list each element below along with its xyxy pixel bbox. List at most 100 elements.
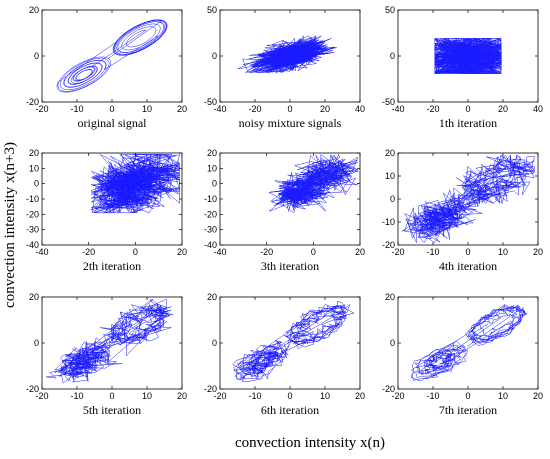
x-tick-label: -20 — [213, 391, 226, 401]
x-tick-label: -10 — [426, 247, 439, 257]
x-tick-label: 10 — [498, 247, 508, 257]
x-tick-label: -20 — [260, 247, 273, 257]
subplot-title: 7th iteration — [439, 403, 497, 417]
x-tick-label: 20 — [355, 391, 365, 401]
x-tick-label: 10 — [320, 391, 330, 401]
series-trajectory — [56, 19, 168, 93]
subplot-9: -20 -10 0 10 20 -20 0 20 7th iteration — [382, 292, 543, 417]
x-tick-label: 0 — [133, 247, 138, 257]
x-tick-label: 20 — [498, 104, 508, 114]
y-tick-label: -40 — [26, 240, 39, 250]
x-tick-label: 40 — [355, 104, 365, 114]
subplot-7: -20 -10 0 10 20 -20 0 20 5th iteration — [26, 292, 187, 417]
x-tick-label: -20 — [391, 391, 404, 401]
x-tick-label: -10 — [248, 391, 261, 401]
y-tick-label: -20 — [204, 384, 217, 394]
series-trajectory — [45, 298, 174, 384]
y-tick-label: -10 — [26, 194, 39, 204]
subplot-6: -20 -10 0 10 20 -20 -10 0 10 20 4th iteration — [382, 148, 543, 273]
x-tick-label: -40 — [213, 104, 226, 114]
subplot-grid: -20 -10 0 10 20 -20 0 20 original signal -40 -20 0 2… — [26, 5, 543, 417]
x-axis-label: convection intensity x(n) — [235, 435, 385, 451]
subplot-5: -40 -20 0 20 -40 -30 -20 -10 0 10 20 3th iteration — [204, 148, 365, 273]
series-trajectory — [410, 303, 528, 381]
x-tick-label: 10 — [142, 391, 152, 401]
y-tick-label: 20 — [207, 148, 217, 158]
y-tick-label: 20 — [207, 292, 217, 302]
y-tick-label: 0 — [212, 179, 217, 189]
x-tick-label: -40 — [35, 247, 48, 257]
subplot-title: 4th iteration — [439, 259, 497, 273]
y-tick-label: -50 — [382, 97, 395, 107]
y-tick-label: -20 — [26, 384, 39, 394]
y-tick-label: 50 — [385, 5, 395, 15]
x-tick-label: 0 — [287, 391, 292, 401]
y-tick-label: -30 — [26, 225, 39, 235]
subplot-title: 2th iteration — [83, 259, 141, 273]
y-tick-label: -20 — [26, 209, 39, 219]
x-tick-label: -20 — [391, 247, 404, 257]
series-trajectory — [268, 153, 359, 214]
y-tick-label: 10 — [207, 163, 217, 173]
x-tick-label: 20 — [533, 247, 543, 257]
y-axis-label: convection intensity x(n+3) — [2, 142, 18, 308]
series-trajectory — [401, 154, 535, 244]
subplot-1: -20 -10 0 10 20 -20 0 20 original signal — [26, 5, 187, 130]
y-tick-label: 0 — [34, 338, 39, 348]
subplot-title: noisy mixture signals — [239, 116, 342, 130]
subplot-2: -40 -20 0 20 40 -50 0 50 noisy mixture signals — [204, 5, 365, 130]
y-tick-label: 20 — [385, 148, 395, 158]
x-tick-label: 0 — [311, 247, 316, 257]
x-tick-label: 20 — [355, 247, 365, 257]
y-tick-label: 0 — [34, 179, 39, 189]
x-tick-label: 20 — [177, 247, 187, 257]
y-tick-label: -30 — [204, 225, 217, 235]
y-tick-label: 0 — [390, 194, 395, 204]
x-tick-label: 20 — [533, 391, 543, 401]
x-tick-label: -10 — [70, 104, 83, 114]
subplot-title: 5th iteration — [83, 403, 141, 417]
x-tick-label: 0 — [465, 391, 470, 401]
subplot-title: 6th iteration — [261, 403, 319, 417]
x-tick-label: 0 — [109, 391, 114, 401]
x-tick-label: 20 — [177, 104, 187, 114]
y-tick-label: 20 — [29, 5, 39, 15]
subplot-3: -40 -20 0 20 40 -50 0 50 1th iteration — [382, 5, 543, 130]
y-tick-label: -10 — [204, 194, 217, 204]
y-tick-label: -10 — [382, 217, 395, 227]
x-tick-label: -20 — [35, 104, 48, 114]
y-tick-label: -20 — [26, 97, 39, 107]
series-trajectory — [237, 35, 337, 74]
y-tick-label: -50 — [204, 97, 217, 107]
x-tick-label: -10 — [426, 391, 439, 401]
y-tick-label: 0 — [390, 338, 395, 348]
x-tick-label: 20 — [320, 104, 330, 114]
x-tick-label: -40 — [213, 247, 226, 257]
series-trajectory — [90, 154, 181, 214]
subplot-title: 1th iteration — [439, 116, 497, 130]
series-trajectory — [433, 37, 503, 75]
x-tick-label: -20 — [82, 247, 95, 257]
y-tick-label: 20 — [29, 292, 39, 302]
y-tick-label: 0 — [390, 51, 395, 61]
y-tick-label: -20 — [382, 240, 395, 250]
x-tick-label: 10 — [498, 391, 508, 401]
x-tick-label: -40 — [391, 104, 404, 114]
x-tick-label: -20 — [426, 104, 439, 114]
y-tick-label: 0 — [212, 51, 217, 61]
subplot-4: -40 -20 0 20 -40 -30 -20 -10 0 10 20 2th iteration — [26, 148, 187, 273]
y-tick-label: -40 — [204, 240, 217, 250]
x-tick-label: -10 — [70, 391, 83, 401]
x-tick-label: -20 — [248, 104, 261, 114]
x-tick-label: 0 — [287, 104, 292, 114]
series-trajectory — [232, 301, 355, 382]
subplot-title: 3th iteration — [261, 259, 319, 273]
y-tick-label: -20 — [382, 384, 395, 394]
y-tick-label: 20 — [385, 292, 395, 302]
axes-frame — [397, 296, 539, 390]
y-tick-label: 50 — [207, 5, 217, 15]
y-tick-label: 20 — [29, 148, 39, 158]
x-tick-label: 0 — [465, 104, 470, 114]
y-tick-label: 0 — [212, 338, 217, 348]
subplot-8: -20 -10 0 10 20 -20 0 20 6th iteration — [204, 292, 365, 417]
